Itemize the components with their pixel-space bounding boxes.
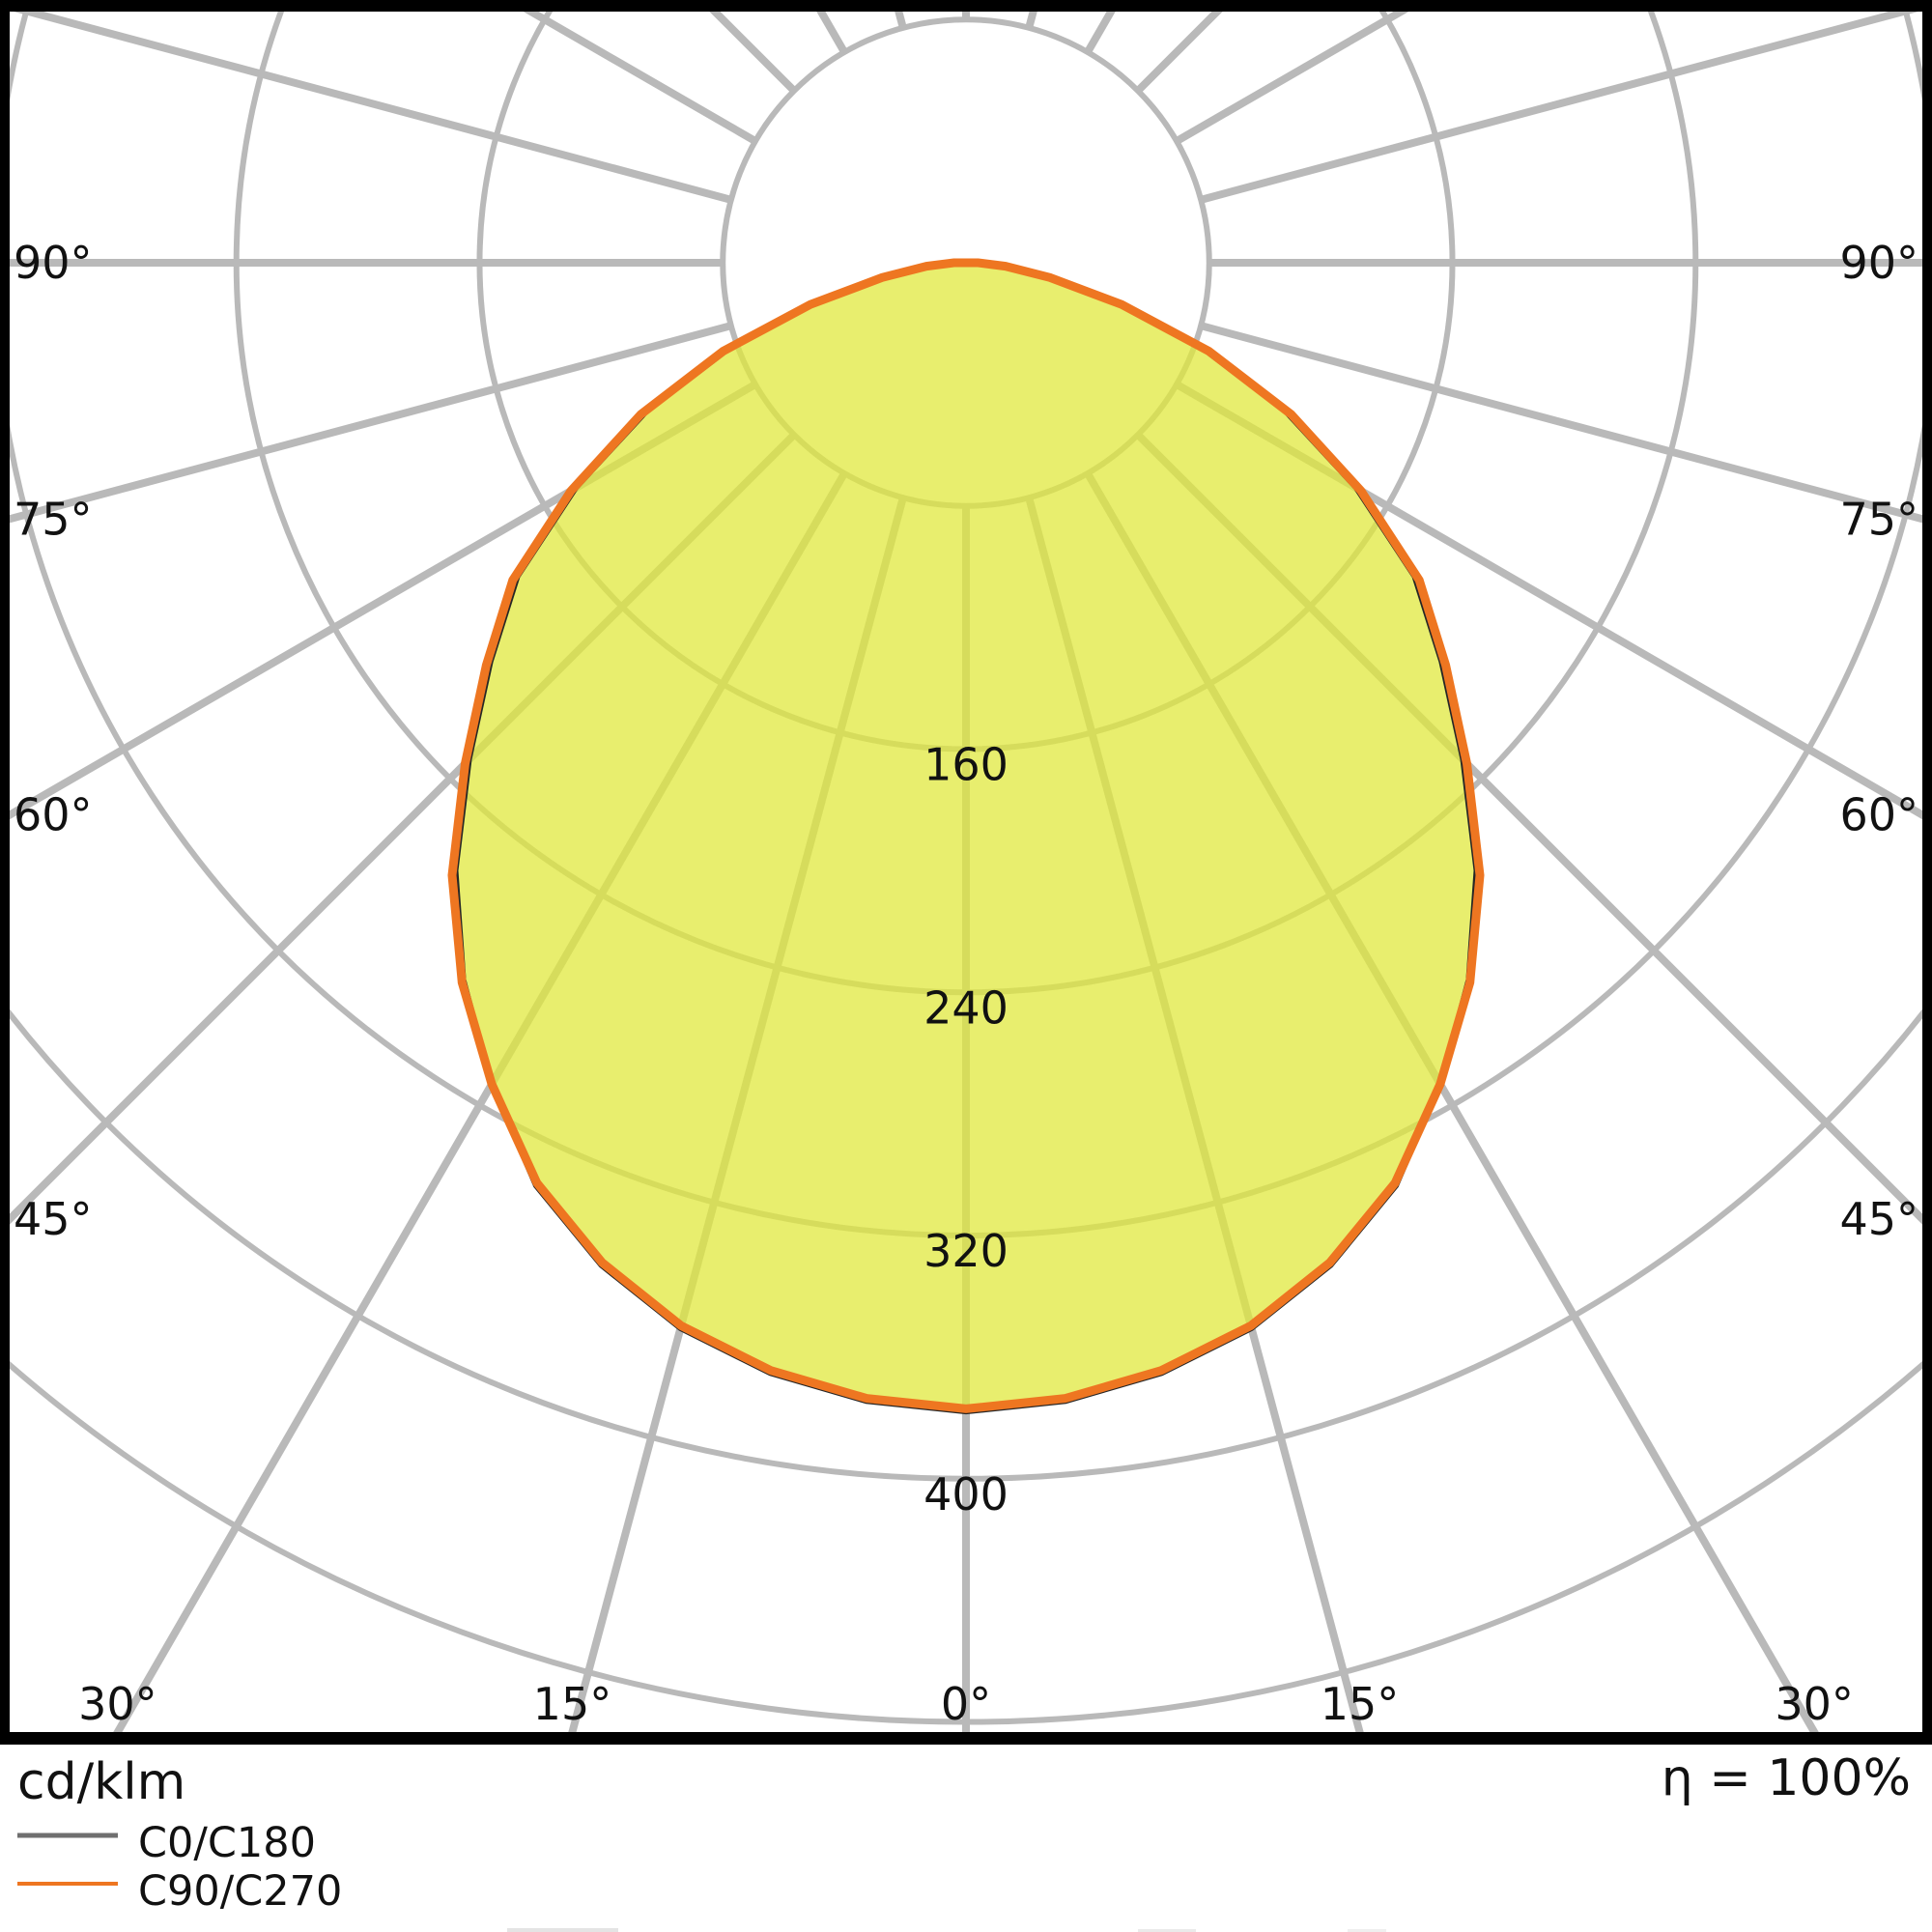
angle-label-bottom: 15° [533,1678,612,1730]
angle-label-right: 45° [1839,1193,1918,1245]
polar-grid-ray [10,322,732,524]
polar-grid-ray [1175,381,1922,820]
frame-right-border [1922,0,1932,1745]
c90-c270-curve [447,258,1485,1413]
angle-label-right: 60° [1839,789,1918,841]
angle-label-left: 90° [14,237,93,289]
bottom-edge-artifact [507,1928,1386,1932]
polar-grid-ray [1200,12,1918,204]
polar-grid-ray [1200,322,1922,524]
radial-tick-label: 160 [923,739,1009,791]
angle-label-left: 75° [14,493,93,545]
angle-label-right: 90° [1839,237,1918,289]
radial-tick-label: 320 [923,1225,1009,1277]
polar-grid-ray [10,381,757,820]
intensity-fill-area [456,263,1476,1412]
angle-label-bottom: 0° [941,1678,991,1730]
distribution-curves [447,258,1485,1415]
radial-tick-label: 240 [923,981,1009,1034]
units-label: cd/klm [17,1753,185,1811]
angle-label-left: 45° [14,1193,93,1245]
angle-label-right: 75° [1839,493,1918,545]
angle-label-bottom: 30° [78,1678,157,1730]
angle-label-bottom: 30° [1775,1678,1854,1730]
frame-left-border [0,0,10,1745]
plot-frame [0,0,1932,1745]
angle-label-left: 60° [14,789,93,841]
footer: cd/klm η = 100% C0/C180 C90/C270 [17,1749,1911,1932]
legend-label-c0: C0/C180 [138,1819,316,1867]
axis-labels: 90° 75° 60° 45° 90° 75° 60° 45° 30° 15° 0° 15° 30° 16… [14,237,1918,1730]
polar-grid-ray [14,12,732,204]
angle-label-bottom: 15° [1321,1678,1400,1730]
radial-tick-label: 400 [923,1468,1009,1520]
frame-top-border [0,0,1932,12]
efficiency-label: η = 100% [1662,1749,1911,1807]
legend-label-c90: C90/C270 [138,1867,342,1916]
legend: C0/C180 C90/C270 [17,1819,342,1916]
frame-bottom-border [0,1732,1932,1745]
